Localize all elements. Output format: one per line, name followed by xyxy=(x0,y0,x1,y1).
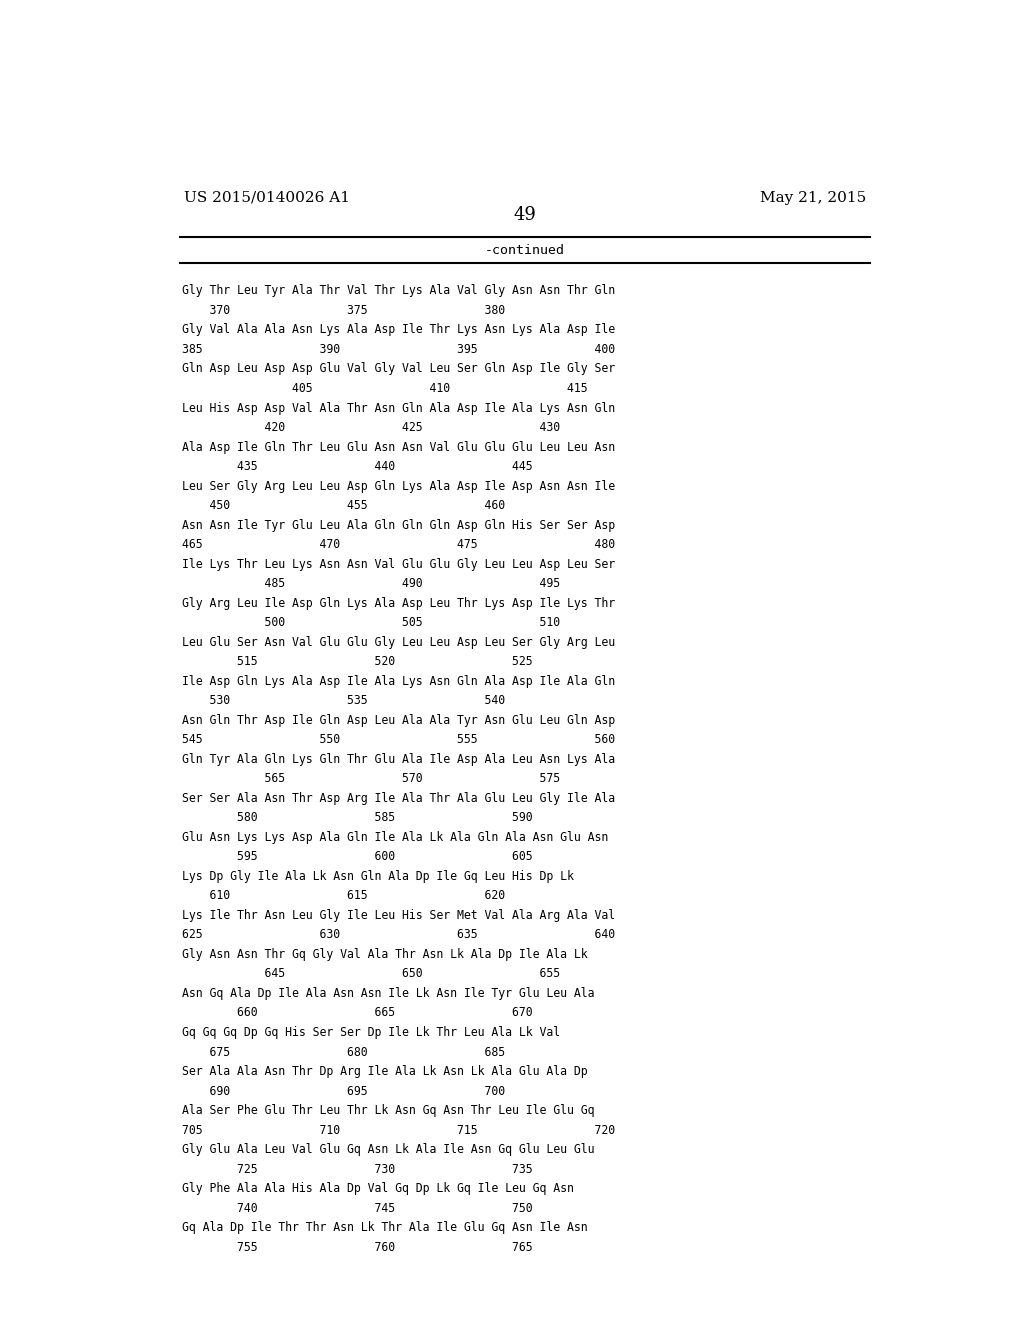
Text: 675                 680                 685: 675 680 685 xyxy=(182,1045,505,1059)
Text: 450                 455                 460: 450 455 460 xyxy=(182,499,505,512)
Text: 565                 570                 575: 565 570 575 xyxy=(182,772,560,785)
Text: 385                 390                 395                 400: 385 390 395 400 xyxy=(182,343,615,356)
Text: Ile Asp Gln Lys Ala Asp Ile Ala Lys Asn Gln Ala Asp Ile Ala Gln: Ile Asp Gln Lys Ala Asp Ile Ala Lys Asn … xyxy=(182,675,615,688)
Text: 755                 760                 765: 755 760 765 xyxy=(182,1241,532,1254)
Text: 370                 375                 380: 370 375 380 xyxy=(182,304,505,317)
Text: 515                 520                 525: 515 520 525 xyxy=(182,655,532,668)
Text: 580                 585                 590: 580 585 590 xyxy=(182,812,532,824)
Text: 405                 410                 415: 405 410 415 xyxy=(182,381,588,395)
Text: Ser Ala Ala Asn Thr Dp Arg Ile Ala Lk Asn Lk Ala Glu Ala Dp: Ser Ala Ala Asn Thr Dp Arg Ile Ala Lk As… xyxy=(182,1065,588,1078)
Text: 530                 535                 540: 530 535 540 xyxy=(182,694,505,708)
Text: Asn Gln Thr Asp Ile Gln Asp Leu Ala Ala Tyr Asn Glu Leu Gln Asp: Asn Gln Thr Asp Ile Gln Asp Leu Ala Ala … xyxy=(182,714,615,727)
Text: Asn Gq Ala Dp Ile Ala Asn Asn Ile Lk Asn Ile Tyr Glu Leu Ala: Asn Gq Ala Dp Ile Ala Asn Asn Ile Lk Asn… xyxy=(182,987,595,1001)
Text: 645                 650                 655: 645 650 655 xyxy=(182,968,560,981)
Text: Ser Ser Ala Asn Thr Asp Arg Ile Ala Thr Ala Glu Leu Gly Ile Ala: Ser Ser Ala Asn Thr Asp Arg Ile Ala Thr … xyxy=(182,792,615,805)
Text: Gly Asn Asn Thr Gq Gly Val Ala Thr Asn Lk Ala Dp Ile Ala Lk: Gly Asn Asn Thr Gq Gly Val Ala Thr Asn L… xyxy=(182,948,588,961)
Text: 660                 665                 670: 660 665 670 xyxy=(182,1006,532,1019)
Text: Asn Asn Ile Tyr Glu Leu Ala Gln Gln Gln Asp Gln His Ser Ser Asp: Asn Asn Ile Tyr Glu Leu Ala Gln Gln Gln … xyxy=(182,519,615,532)
Text: Leu Glu Ser Asn Val Glu Glu Gly Leu Leu Asp Leu Ser Gly Arg Leu: Leu Glu Ser Asn Val Glu Glu Gly Leu Leu … xyxy=(182,636,615,648)
Text: 465                 470                 475                 480: 465 470 475 480 xyxy=(182,539,615,552)
Text: Gq Ala Dp Ile Thr Thr Asn Lk Thr Ala Ile Glu Gq Asn Ile Asn: Gq Ala Dp Ile Thr Thr Asn Lk Thr Ala Ile… xyxy=(182,1221,588,1234)
Text: 725                 730                 735: 725 730 735 xyxy=(182,1163,532,1176)
Text: Gly Val Ala Ala Asn Lys Ala Asp Ile Thr Lys Asn Lys Ala Asp Ile: Gly Val Ala Ala Asn Lys Ala Asp Ile Thr … xyxy=(182,323,615,337)
Text: 595                 600                 605: 595 600 605 xyxy=(182,850,532,863)
Text: Ala Ser Phe Glu Thr Leu Thr Lk Asn Gq Asn Thr Leu Ile Glu Gq: Ala Ser Phe Glu Thr Leu Thr Lk Asn Gq As… xyxy=(182,1104,595,1117)
Text: Gln Tyr Ala Gln Lys Gln Thr Glu Ala Ile Asp Ala Leu Asn Lys Ala: Gln Tyr Ala Gln Lys Gln Thr Glu Ala Ile … xyxy=(182,752,615,766)
Text: 435                 440                 445: 435 440 445 xyxy=(182,461,532,473)
Text: 610                 615                 620: 610 615 620 xyxy=(182,890,505,903)
Text: Gly Thr Leu Tyr Ala Thr Val Thr Lys Ala Val Gly Asn Asn Thr Gln: Gly Thr Leu Tyr Ala Thr Val Thr Lys Ala … xyxy=(182,284,615,297)
Text: 49: 49 xyxy=(513,206,537,224)
Text: Leu His Asp Asp Val Ala Thr Asn Gln Ala Asp Ile Ala Lys Asn Gln: Leu His Asp Asp Val Ala Thr Asn Gln Ala … xyxy=(182,401,615,414)
Text: 545                 550                 555                 560: 545 550 555 560 xyxy=(182,734,615,746)
Text: Gln Asp Leu Asp Asp Glu Val Gly Val Leu Ser Gln Asp Ile Gly Ser: Gln Asp Leu Asp Asp Glu Val Gly Val Leu … xyxy=(182,363,615,375)
Text: US 2015/0140026 A1: US 2015/0140026 A1 xyxy=(183,191,349,205)
Text: 420                 425                 430: 420 425 430 xyxy=(182,421,560,434)
Text: -continued: -continued xyxy=(484,244,565,257)
Text: 485                 490                 495: 485 490 495 xyxy=(182,577,560,590)
Text: Lys Ile Thr Asn Leu Gly Ile Leu His Ser Met Val Ala Arg Ala Val: Lys Ile Thr Asn Leu Gly Ile Leu His Ser … xyxy=(182,909,615,921)
Text: Glu Asn Lys Lys Asp Ala Gln Ile Ala Lk Ala Gln Ala Asn Glu Asn: Glu Asn Lys Lys Asp Ala Gln Ile Ala Lk A… xyxy=(182,830,608,843)
Text: 625                 630                 635                 640: 625 630 635 640 xyxy=(182,928,615,941)
Text: 705                 710                 715                 720: 705 710 715 720 xyxy=(182,1123,615,1137)
Text: Gly Glu Ala Leu Val Glu Gq Asn Lk Ala Ile Asn Gq Glu Leu Glu: Gly Glu Ala Leu Val Glu Gq Asn Lk Ala Il… xyxy=(182,1143,595,1156)
Text: Lys Dp Gly Ile Ala Lk Asn Gln Ala Dp Ile Gq Leu His Dp Lk: Lys Dp Gly Ile Ala Lk Asn Gln Ala Dp Ile… xyxy=(182,870,573,883)
Text: 740                 745                 750: 740 745 750 xyxy=(182,1201,532,1214)
Text: Gly Phe Ala Ala His Ala Dp Val Gq Dp Lk Gq Ile Leu Gq Asn: Gly Phe Ala Ala His Ala Dp Val Gq Dp Lk … xyxy=(182,1183,573,1195)
Text: Gly Arg Leu Ile Asp Gln Lys Ala Asp Leu Thr Lys Asp Ile Lys Thr: Gly Arg Leu Ile Asp Gln Lys Ala Asp Leu … xyxy=(182,597,615,610)
Text: Ala Asp Ile Gln Thr Leu Glu Asn Asn Val Glu Glu Glu Leu Leu Asn: Ala Asp Ile Gln Thr Leu Glu Asn Asn Val … xyxy=(182,441,615,454)
Text: May 21, 2015: May 21, 2015 xyxy=(760,191,866,205)
Text: 500                 505                 510: 500 505 510 xyxy=(182,616,560,630)
Text: Gq Gq Gq Dp Gq His Ser Ser Dp Ile Lk Thr Leu Ala Lk Val: Gq Gq Gq Dp Gq His Ser Ser Dp Ile Lk Thr… xyxy=(182,1026,560,1039)
Text: Leu Ser Gly Arg Leu Leu Asp Gln Lys Ala Asp Ile Asp Asn Asn Ile: Leu Ser Gly Arg Leu Leu Asp Gln Lys Ala … xyxy=(182,479,615,492)
Text: 690                 695                 700: 690 695 700 xyxy=(182,1085,505,1097)
Text: Ile Lys Thr Leu Lys Asn Asn Val Glu Glu Gly Leu Leu Asp Leu Ser: Ile Lys Thr Leu Lys Asn Asn Val Glu Glu … xyxy=(182,557,615,570)
